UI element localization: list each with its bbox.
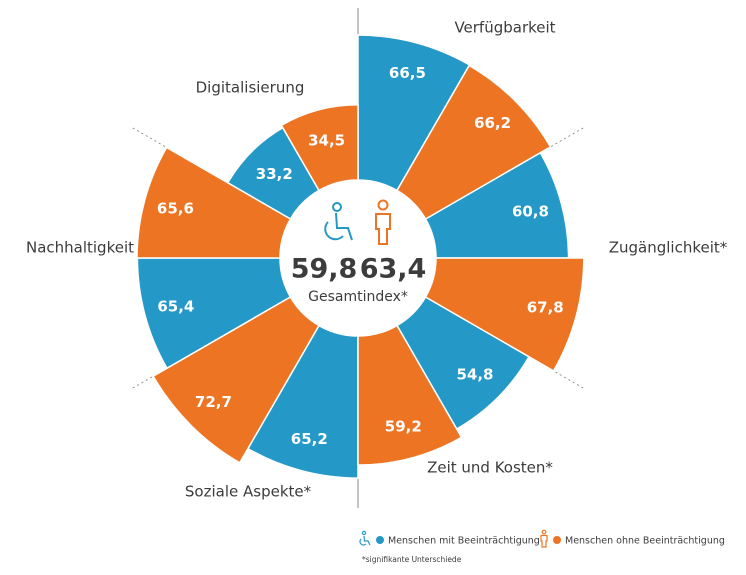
category-label: Soziale Aspekte* [185,483,312,501]
center-value: 59,8 [291,254,358,285]
wedge [152,295,321,464]
data-label: 67,8 [527,299,564,317]
wedge [246,324,359,479]
data-label: 72,7 [195,393,232,411]
data-label: 34,5 [308,131,345,149]
data-label: 65,2 [291,430,328,448]
legend-icon [359,530,371,546]
data-label: 59,2 [385,418,422,436]
icon-wheelchair [324,202,353,241]
footnote: *signifikante Unterschiede [362,555,462,564]
center-value: 63,4 [360,254,427,285]
wedge [136,146,292,259]
icon-person [375,199,391,245]
center-label: Gesamtindex* [308,289,408,305]
wedge [136,257,292,370]
data-label: 54,8 [456,366,493,384]
wedge [357,34,471,192]
wedge [424,151,570,259]
data-label: 66,2 [474,114,511,132]
center-circle [286,186,430,330]
category-label: Zeit und Kosten* [427,459,553,477]
wedges [136,34,585,479]
legend-swatch [376,536,384,544]
legend: Menschen mit Beeinträchtigung Menschen o… [359,529,725,548]
wedge [395,64,552,221]
data-label: 65,4 [157,297,194,315]
data-label: 60,8 [512,202,549,220]
legend-swatch [553,536,561,544]
legend-label: Menschen ohne Beeinträchtigung [565,536,725,547]
wedge [280,104,359,192]
category-label: Digitalisierung [196,79,305,97]
wedge [395,295,531,431]
legend-icon [540,529,548,548]
category-label: Zugänglichkeit* [609,239,728,257]
wedge [357,324,463,466]
category-label: Verfügbarkeit [454,19,555,37]
wedge [424,257,585,372]
data-label: 33,2 [256,165,293,183]
legend-label: Menschen mit Beeinträchtigung [388,536,540,547]
data-label: 65,6 [157,200,194,218]
data-label: 66,5 [389,64,426,82]
category-label: Nachhaltigkeit [26,239,134,257]
